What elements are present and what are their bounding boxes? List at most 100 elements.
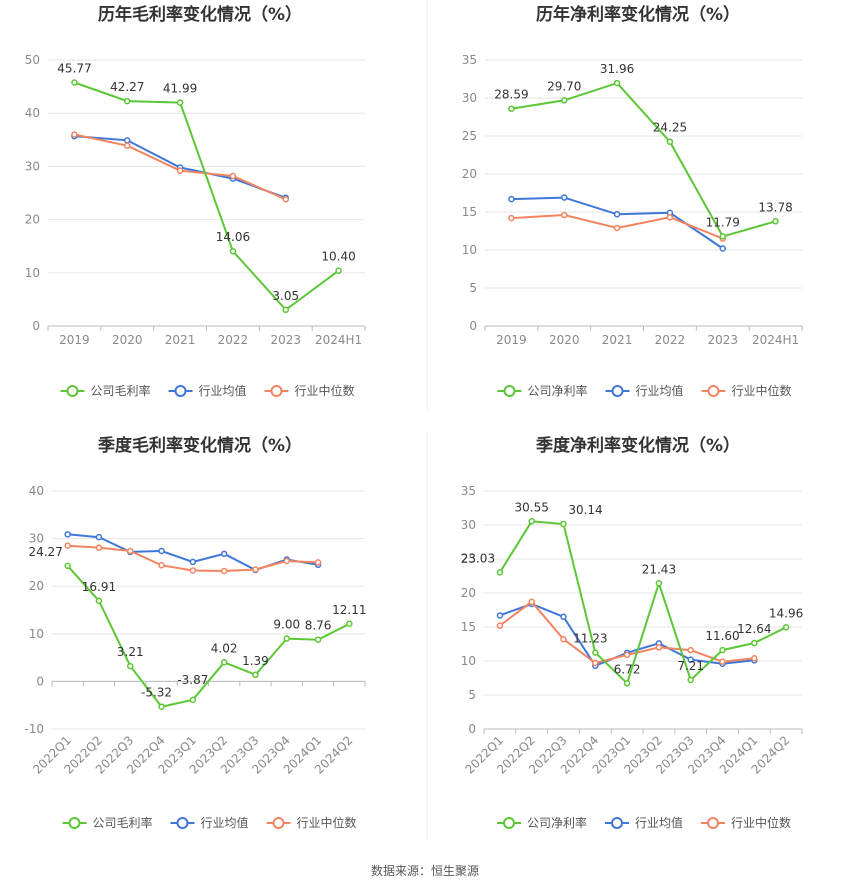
y-tick-label: 40 — [25, 106, 40, 120]
legend-item-company[interactable]: 公司毛利率 — [60, 383, 151, 398]
legend-item-median[interactable]: 行业中位数 — [701, 815, 791, 830]
legend-item-median[interactable]: 行业中位数 — [701, 383, 792, 398]
data-point-company — [592, 649, 599, 656]
y-tick-label: 10 — [25, 266, 40, 280]
series-line-company — [66, 565, 350, 708]
data-point-company — [613, 79, 621, 87]
data-label: 23.03 — [461, 551, 495, 565]
legend-marker-company — [503, 385, 516, 397]
y-tick-label: 0 — [469, 319, 477, 333]
data-point-median — [229, 172, 237, 180]
legend-marker-median — [272, 817, 285, 829]
data-point-avg — [508, 195, 515, 203]
legend-label: 公司毛利率 — [91, 383, 151, 398]
series-line-avg — [511, 196, 724, 250]
data-point-median — [158, 562, 165, 569]
y-tick-label: 0 — [468, 722, 476, 736]
data-point-median — [64, 542, 71, 549]
data-point-median — [314, 559, 322, 566]
y-tick-label: 25 — [462, 129, 477, 143]
series-line-company — [74, 81, 340, 312]
legend-marker-company — [68, 817, 81, 829]
y-tick-label: 0 — [36, 674, 44, 688]
data-point-company — [124, 97, 131, 105]
legend-label: 公司净利率 — [527, 815, 587, 830]
data-point-median — [176, 167, 184, 174]
data-point-company — [283, 635, 290, 642]
y-tick-label: 35 — [461, 484, 476, 498]
legend-label: 公司净利率 — [528, 383, 588, 398]
legend-item-avg[interactable]: 行业均值 — [168, 383, 247, 398]
data-point-avg — [560, 613, 567, 621]
data-label: 3.05 — [272, 289, 299, 303]
data-label: 13.78 — [758, 200, 792, 214]
data-point-company — [314, 636, 322, 643]
chart-title: 季度净利率变化情况（%） — [536, 435, 740, 456]
data-point-median — [496, 622, 504, 629]
data-label: 12.11 — [332, 603, 366, 617]
y-tick-label: 35 — [462, 53, 477, 67]
data-point-median — [189, 567, 197, 574]
legend-item-avg[interactable]: 行业均值 — [605, 383, 684, 398]
chart-2: 历年净利率变化情况（%） 0 5 10 15 20 25 30 35 2019 2020 2021 20… — [462, 4, 803, 398]
data-label: 16.91 — [82, 580, 116, 594]
y-tick-label: 20 — [461, 586, 476, 600]
data-point-company — [528, 518, 535, 525]
y-tick-label: 15 — [462, 205, 477, 219]
data-point-company — [189, 696, 197, 704]
x-tick-label: 2020 — [549, 333, 580, 347]
data-label: 45.77 — [57, 62, 91, 76]
data-point-median — [687, 646, 694, 654]
data-point-company — [127, 662, 134, 670]
data-point-avg — [687, 656, 694, 663]
data-label: 31.96 — [600, 62, 634, 76]
y-tick-label: 20 — [29, 579, 44, 593]
data-point-median — [751, 655, 758, 662]
data-point-avg — [719, 245, 726, 252]
data-point-company — [751, 639, 758, 647]
legend-item-company[interactable]: 公司毛利率 — [62, 815, 153, 830]
data-point-median — [71, 131, 78, 138]
legend-item-avg[interactable]: 行业均值 — [170, 815, 249, 830]
data-point-company — [158, 703, 165, 710]
data-label: 21.43 — [642, 562, 676, 576]
legend-label: 行业均值 — [636, 383, 684, 398]
y-tick-label: 10 — [462, 243, 477, 257]
data-point-median — [623, 651, 631, 659]
y-tick-label: 50 — [25, 53, 40, 67]
data-point-median — [127, 547, 134, 555]
data-point-company — [252, 671, 259, 679]
data-point-company — [561, 97, 568, 104]
y-tick-label: 0 — [32, 319, 40, 333]
legend-marker-avg — [174, 385, 187, 397]
y-tick-label: 40 — [29, 484, 44, 498]
data-point-company — [64, 562, 71, 570]
y-tick-label: 15 — [461, 620, 476, 634]
x-tick-label: 2021 — [602, 333, 633, 347]
series-line-median — [67, 544, 319, 573]
data-point-company — [496, 569, 504, 576]
data-point-median — [560, 635, 567, 643]
data-point-median — [719, 658, 726, 665]
data-point-company — [508, 105, 515, 112]
legend-item-median[interactable]: 行业中位数 — [266, 815, 357, 830]
legend-label: 行业均值 — [201, 815, 249, 830]
data-label: 4.02 — [211, 641, 238, 655]
data-point-median — [655, 644, 663, 651]
legend-marker-median — [707, 817, 719, 829]
chart-title: 季度毛利率变化情况（%） — [98, 435, 302, 456]
legend-item-company[interactable]: 公司净利率 — [497, 815, 587, 830]
data-point-avg — [189, 558, 197, 566]
data-label: 14.06 — [216, 230, 250, 244]
legend-item-avg[interactable]: 行业均值 — [605, 815, 683, 830]
legend-label: 行业中位数 — [732, 383, 792, 398]
y-tick-label: 20 — [462, 167, 477, 181]
data-point-median — [561, 211, 568, 219]
y-tick-label: 30 — [461, 518, 476, 532]
data-point-avg — [496, 612, 504, 619]
data-point-company — [666, 138, 674, 145]
legend-item-company[interactable]: 公司净利率 — [497, 383, 588, 398]
y-tick-label: 20 — [25, 213, 40, 227]
legend-item-median[interactable]: 行业中位数 — [264, 383, 355, 398]
